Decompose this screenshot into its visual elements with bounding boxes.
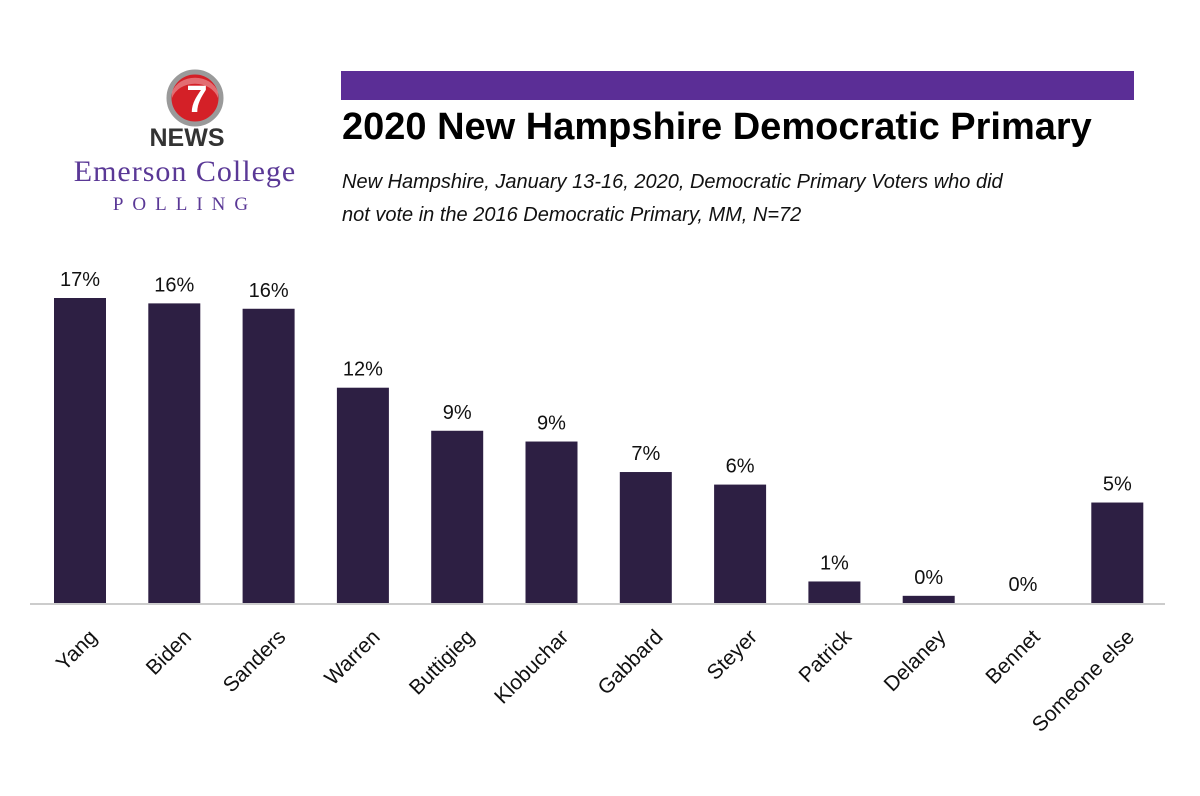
x-tick-label-someone-else: Someone else: [1028, 625, 1139, 736]
data-label-delaney: 0%: [914, 567, 943, 589]
data-label-warren: 12%: [343, 359, 383, 381]
x-tick-label-bennet: Bennet: [981, 625, 1044, 688]
data-label-buttigieg: 9%: [443, 402, 472, 424]
x-tick-label-klobuchar: Klobuchar: [490, 625, 573, 708]
data-label-steyer: 6%: [726, 456, 755, 478]
x-tick-label-delaney: Delaney: [880, 625, 951, 696]
bar-someone-else: [1091, 502, 1144, 603]
x-tick-label-buttigieg: Buttigieg: [405, 625, 479, 699]
x-tick-label-patrick: Patrick: [794, 625, 856, 687]
x-tick-label-warren: Warren: [320, 625, 384, 689]
x-tick-label-steyer: Steyer: [703, 625, 762, 684]
bar-sanders: [242, 308, 295, 603]
bar-warren: [336, 387, 389, 603]
x-tick-label-gabbard: Gabbard: [593, 625, 667, 699]
bar-steyer: [714, 484, 767, 603]
bar-delaney: [902, 595, 955, 603]
bar-patrick: [808, 581, 861, 603]
x-tick-label-sanders: Sanders: [219, 625, 291, 697]
subtitle-line-2: not vote in the 2016 Democratic Primary,…: [342, 204, 802, 226]
data-label-gabbard: 7%: [631, 443, 660, 465]
bar-klobuchar: [525, 441, 578, 603]
header-accent-bar: [341, 71, 1134, 100]
logo-circle: [166, 69, 224, 127]
data-label-patrick: 1%: [820, 552, 849, 574]
bar-yang: [54, 298, 106, 603]
data-label-klobuchar: 9%: [537, 413, 566, 435]
college-polling: POLLING: [112, 194, 258, 215]
data-label-biden: 16%: [154, 274, 194, 296]
channel-7-logo: 7 NEWS: [150, 69, 225, 152]
college-name: Emerson College: [73, 155, 297, 188]
logo-numeral: 7: [186, 79, 207, 121]
bar-buttigieg: [431, 430, 484, 603]
x-tick-label-yang: Yang: [52, 625, 102, 675]
subtitle-line-1: New Hampshire, January 13-16, 2020, Demo…: [342, 171, 1003, 193]
data-label-bennet: 0%: [1009, 574, 1038, 596]
data-label-yang: 17%: [60, 269, 100, 291]
logo-news-text: NEWS: [150, 124, 225, 152]
chart-subtitle: New Hampshire, January 13-16, 2020, Demo…: [342, 166, 1122, 232]
x-tick-label-biden: Biden: [142, 625, 196, 679]
data-label-someone-else: 5%: [1103, 474, 1132, 496]
chart-title: 2020 New Hampshire Democratic Primary: [342, 106, 1092, 148]
bar-gabbard: [619, 472, 672, 603]
data-label-sanders: 16%: [249, 280, 289, 302]
bar-biden: [148, 303, 201, 603]
